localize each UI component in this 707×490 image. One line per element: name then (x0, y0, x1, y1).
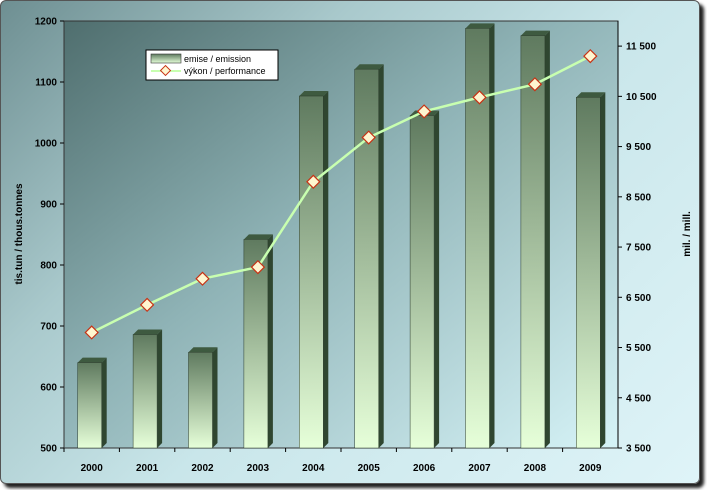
line-marker (583, 48, 598, 64)
x-tick-label: 2001 (136, 463, 159, 474)
bar (465, 28, 490, 449)
right-axis-ticks: 3 500 4 500 5 500 6 500 7 500 8 500 9 500 10 50… (617, 21, 657, 455)
right-tick-label: 6 500 (626, 293, 651, 304)
right-tick-label: 8 500 (626, 192, 651, 203)
bar-top (520, 30, 550, 36)
bar-side (544, 30, 550, 448)
bar-side (157, 329, 163, 448)
left-tick-label: 600 (40, 383, 57, 394)
line-marker (84, 325, 99, 340)
line-marker (472, 90, 487, 105)
line-marker (527, 77, 543, 92)
bar-top (576, 92, 606, 98)
bar (520, 35, 546, 449)
right-tick-label: 3 500 (626, 444, 651, 455)
line-marker (361, 130, 376, 145)
x-tick-label: 2000 (81, 463, 104, 474)
legend-bar-swatch (150, 53, 182, 64)
bar-side (489, 23, 495, 448)
x-tick-label: 2002 (191, 463, 214, 474)
left-tick-label: 500 (40, 444, 57, 455)
line-marker (250, 259, 266, 275)
bar-side (378, 64, 384, 448)
x-tick-label: 2008 (524, 463, 547, 474)
right-tick-label: 11 500 (626, 42, 656, 53)
bar-side (267, 234, 273, 448)
bar (576, 97, 601, 449)
bar (132, 334, 158, 449)
bar-top (299, 91, 329, 97)
line-marker (139, 297, 155, 313)
x-tick-label: 2007 (468, 463, 491, 474)
bar-side (323, 91, 329, 448)
left-tick-label: 800 (40, 261, 57, 272)
right-tick-label: 4 500 (626, 393, 651, 404)
bar-top (188, 347, 218, 353)
bar (77, 362, 102, 449)
left-tick-label: 900 (40, 200, 57, 211)
line-marker (195, 271, 210, 286)
x-tick-label: 2004 (302, 463, 325, 474)
left-tick-label: 700 (40, 322, 57, 333)
bar-top (354, 64, 384, 70)
bar (299, 95, 324, 449)
bar (409, 115, 435, 449)
legend: emise / emission výkon / performance (145, 49, 279, 81)
x-axis-ticks: 2000 2001 2002 2003 2004 2005 2006 2007 2008 2009 (63, 448, 602, 474)
legend-line-label: výkon / performance (184, 66, 266, 76)
bar-top (465, 23, 495, 29)
x-tick-label: 2005 (358, 463, 381, 474)
bar-side (600, 92, 606, 448)
left-tick-label: 1100 (35, 78, 57, 89)
bar-top (133, 329, 163, 335)
right-tick-label: 7 500 (626, 243, 651, 254)
right-tick-label: 5 500 (626, 343, 651, 354)
line-series (84, 48, 598, 340)
left-tick-label: 1000 (35, 139, 58, 150)
bar-side (212, 347, 218, 448)
left-tick-label: 1200 (35, 17, 58, 28)
right-tick-label: 10 500 (626, 92, 657, 103)
left-axis-ticks: 500 600 700 800 900 1000 1100 1200 (35, 17, 64, 455)
right-axis-title: mil. / mill. (682, 211, 693, 257)
x-tick-label: 2009 (579, 463, 602, 474)
x-tick-label: 2003 (247, 463, 270, 474)
bar-top (77, 357, 107, 363)
bar-side (434, 110, 440, 449)
bar-top (243, 234, 273, 240)
legend-bar-label: emise / emission (184, 54, 251, 64)
bar (243, 239, 269, 449)
legend-line-marker (159, 64, 172, 77)
bar (188, 351, 213, 449)
bar (354, 68, 379, 449)
line-path (91, 55, 591, 334)
x-tick-label: 2006 (413, 463, 436, 474)
left-axis-title: tis.tun / thous.tonnes (14, 183, 25, 285)
bar-side (101, 357, 107, 448)
right-tick-label: 9 500 (626, 142, 651, 153)
line-marker (306, 174, 321, 189)
bars-group (77, 23, 606, 449)
line-marker (416, 104, 432, 119)
